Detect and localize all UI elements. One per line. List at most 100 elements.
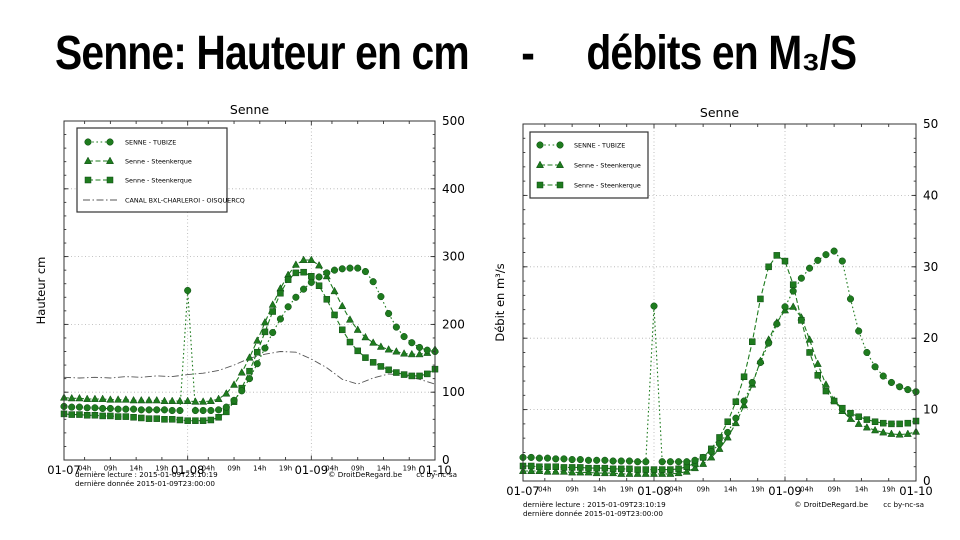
circle-marker [642, 458, 650, 466]
circle-marker [789, 287, 797, 295]
square-marker [716, 434, 723, 441]
legend-label: CANAL BXL-CHARLEROI - OISQUERCQ [125, 196, 245, 204]
square-marker [153, 415, 160, 422]
triangle-marker [175, 396, 184, 404]
square-marker [855, 413, 862, 420]
circle-marker [307, 278, 315, 286]
triangle-marker [67, 393, 76, 402]
x-tick-hour-label: 19h [279, 465, 292, 473]
triangle-marker [584, 468, 593, 476]
x-tick-hour-label: 04h [202, 465, 215, 473]
y-tick-label: 30 [923, 260, 938, 274]
x-tick-hour-label: 09h [565, 486, 578, 494]
square-marker [76, 411, 83, 418]
triangle-marker [353, 325, 362, 333]
triangle-marker [617, 469, 626, 477]
circle-marker [625, 457, 633, 465]
circle-marker [871, 363, 879, 371]
square-marker [184, 417, 191, 424]
square-marker [83, 412, 91, 419]
x-tick-day-label: 01-10 [418, 463, 451, 477]
circle-marker [168, 406, 176, 415]
triangle-marker [183, 396, 192, 404]
triangle-marker [592, 468, 601, 477]
square-marker [568, 464, 576, 471]
circle-marker [666, 458, 674, 466]
triangle-marker [576, 468, 585, 476]
square-marker [601, 464, 609, 472]
legend-label: Senne - Steenkerque [125, 176, 192, 184]
triangle-marker [723, 433, 732, 441]
circle-marker [846, 295, 855, 303]
square-marker [773, 252, 781, 259]
circle-marker [781, 303, 789, 311]
square-marker [99, 412, 106, 420]
circle-marker [207, 406, 215, 415]
x-tick-day-label: 01-08 [171, 463, 204, 477]
square-marker [107, 412, 114, 420]
circle-marker [415, 343, 424, 352]
circle-marker [238, 387, 246, 395]
square-marker [642, 466, 650, 473]
triangle-marker [345, 315, 355, 323]
triangle-marker [75, 393, 84, 402]
triangle-marker [121, 395, 130, 403]
axis-ticks [63, 120, 436, 461]
triangle-marker [559, 467, 568, 475]
axis-ticks [522, 123, 917, 482]
triangle-marker [895, 430, 904, 438]
square-marker [292, 269, 300, 277]
triangle-marker [666, 469, 675, 477]
x-tick-hour-label: 19h [751, 486, 764, 494]
triangle-marker [199, 397, 208, 405]
square-marker [354, 347, 361, 355]
triangle-marker [191, 397, 200, 405]
square-marker [339, 326, 346, 334]
circle-marker [691, 456, 699, 464]
square-marker [880, 419, 887, 427]
gridlines [523, 124, 916, 481]
circle-marker [292, 293, 300, 301]
square-marker [888, 420, 895, 428]
triangle-marker [674, 468, 683, 477]
square-marker [369, 359, 377, 366]
square-marker [749, 338, 756, 346]
triangle-marker [330, 286, 339, 295]
triangle-marker [543, 467, 552, 475]
circle-marker [114, 405, 122, 413]
circle-marker [527, 453, 535, 461]
square-marker [114, 413, 122, 420]
square-marker [830, 397, 838, 405]
circle-marker [423, 346, 431, 354]
triangle-marker [551, 467, 560, 475]
triangle-marker [230, 380, 239, 388]
x-tick-hour-label: 09h [827, 486, 840, 494]
circle-marker [724, 428, 732, 436]
triangle-marker [83, 156, 93, 164]
series-senne-steenkerque [59, 255, 440, 405]
circle-marker [560, 455, 568, 463]
triangle-marker [813, 359, 822, 367]
circle-marker [392, 323, 400, 331]
triangle-marker [535, 466, 544, 474]
circle-marker [650, 302, 658, 310]
square-marker [106, 176, 114, 184]
circle-marker [230, 396, 238, 404]
circle-marker [153, 406, 161, 414]
circle-marker [765, 339, 773, 347]
triangle-marker [214, 394, 223, 402]
circle-marker [215, 406, 223, 414]
circle-marker [879, 372, 887, 380]
triangle-marker [862, 423, 871, 431]
square-marker [544, 463, 551, 470]
circle-marker [748, 378, 756, 387]
circle-marker [191, 406, 199, 415]
triangle-marker [98, 394, 107, 402]
square-marker [527, 462, 535, 470]
square-marker [814, 372, 821, 379]
circle-marker [377, 293, 385, 301]
triangle-marker [854, 419, 863, 427]
legend: SENNE - TUBIZE Senne - Steenkerque Senne -… [529, 131, 649, 199]
triangle-marker [871, 425, 880, 434]
triangle-marker [407, 349, 416, 358]
